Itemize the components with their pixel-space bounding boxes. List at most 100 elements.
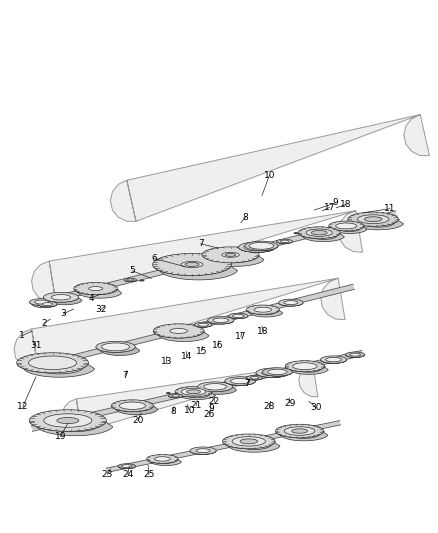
Polygon shape (31, 351, 363, 431)
Text: 18: 18 (257, 327, 268, 336)
Polygon shape (245, 246, 278, 251)
Polygon shape (175, 392, 215, 400)
Ellipse shape (153, 324, 204, 338)
Ellipse shape (96, 341, 135, 352)
Ellipse shape (230, 378, 250, 384)
Polygon shape (194, 325, 212, 327)
Text: 15: 15 (196, 346, 207, 356)
Ellipse shape (280, 240, 289, 243)
Ellipse shape (198, 382, 233, 392)
Ellipse shape (111, 400, 153, 411)
Ellipse shape (38, 302, 57, 307)
Ellipse shape (350, 353, 360, 356)
Polygon shape (348, 220, 403, 230)
Polygon shape (277, 241, 293, 244)
Polygon shape (262, 372, 292, 376)
Polygon shape (306, 233, 336, 239)
Ellipse shape (28, 356, 77, 369)
Polygon shape (155, 459, 174, 463)
Text: 32: 32 (95, 305, 106, 314)
Polygon shape (111, 406, 158, 415)
Polygon shape (169, 396, 183, 398)
Ellipse shape (229, 313, 248, 319)
Text: 10: 10 (184, 406, 195, 415)
Polygon shape (89, 289, 107, 294)
Ellipse shape (51, 295, 71, 300)
Text: 2: 2 (41, 319, 46, 328)
Polygon shape (29, 302, 57, 308)
Ellipse shape (245, 241, 278, 251)
Ellipse shape (239, 242, 276, 252)
Polygon shape (153, 266, 237, 280)
Text: 7: 7 (198, 239, 204, 248)
Ellipse shape (294, 232, 298, 234)
Ellipse shape (175, 386, 212, 397)
Polygon shape (321, 360, 347, 364)
Text: 17: 17 (235, 332, 247, 341)
Ellipse shape (194, 322, 212, 327)
Polygon shape (74, 289, 122, 298)
Polygon shape (293, 367, 321, 372)
Ellipse shape (29, 410, 106, 431)
Polygon shape (246, 310, 283, 317)
Text: 17: 17 (324, 203, 335, 212)
Ellipse shape (364, 217, 382, 222)
Ellipse shape (232, 437, 265, 446)
Ellipse shape (119, 402, 145, 409)
Ellipse shape (102, 343, 130, 351)
Ellipse shape (247, 376, 262, 380)
Text: 8: 8 (242, 213, 248, 222)
Ellipse shape (181, 388, 206, 395)
Text: 11: 11 (384, 204, 396, 213)
Ellipse shape (244, 244, 270, 251)
Ellipse shape (185, 263, 199, 266)
Ellipse shape (74, 282, 117, 295)
Ellipse shape (256, 368, 289, 377)
Ellipse shape (348, 212, 399, 227)
Polygon shape (239, 247, 276, 252)
Ellipse shape (57, 417, 79, 424)
Ellipse shape (127, 279, 134, 281)
Ellipse shape (276, 424, 324, 438)
Ellipse shape (268, 369, 287, 375)
Ellipse shape (17, 353, 88, 373)
Text: 30: 30 (311, 403, 322, 412)
Polygon shape (336, 227, 360, 231)
Text: 25: 25 (143, 470, 155, 479)
Polygon shape (106, 421, 341, 472)
Polygon shape (30, 422, 113, 435)
Text: 3: 3 (60, 309, 67, 318)
Text: 23: 23 (102, 470, 113, 479)
Polygon shape (154, 332, 209, 342)
Ellipse shape (172, 395, 180, 397)
Polygon shape (41, 211, 397, 305)
Ellipse shape (298, 227, 340, 239)
Polygon shape (298, 233, 344, 241)
Ellipse shape (204, 384, 226, 390)
Ellipse shape (357, 215, 389, 224)
Text: 16: 16 (212, 341, 224, 350)
Ellipse shape (225, 377, 255, 385)
Text: 22: 22 (208, 397, 219, 406)
Ellipse shape (346, 352, 365, 357)
Ellipse shape (292, 429, 307, 433)
Ellipse shape (187, 390, 201, 394)
Polygon shape (286, 367, 328, 374)
Polygon shape (31, 284, 354, 370)
Polygon shape (329, 227, 367, 233)
Ellipse shape (152, 254, 231, 276)
Ellipse shape (254, 307, 272, 312)
Polygon shape (256, 373, 289, 377)
Ellipse shape (250, 376, 259, 379)
Polygon shape (43, 297, 82, 305)
Ellipse shape (225, 253, 236, 256)
Text: 8: 8 (170, 407, 176, 416)
Ellipse shape (202, 247, 259, 263)
Text: 10: 10 (264, 171, 275, 180)
Ellipse shape (321, 356, 347, 364)
Polygon shape (232, 442, 271, 449)
Ellipse shape (42, 303, 53, 305)
Ellipse shape (285, 361, 325, 372)
Ellipse shape (196, 449, 210, 453)
Polygon shape (225, 381, 255, 385)
